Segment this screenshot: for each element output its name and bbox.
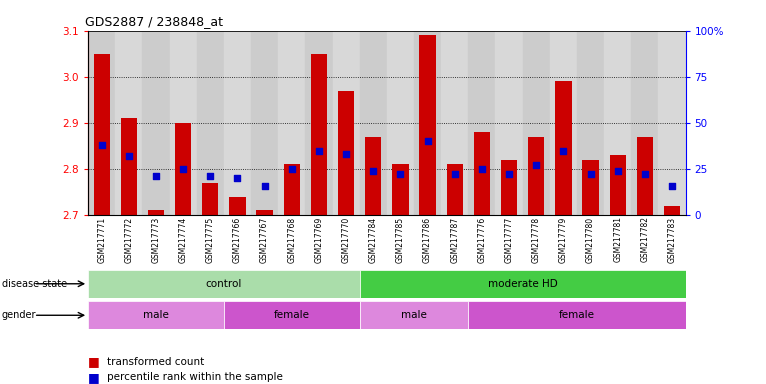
Bar bbox=[664, 206, 680, 215]
Bar bbox=[659, 31, 686, 215]
Point bbox=[123, 153, 135, 159]
Point bbox=[150, 173, 162, 179]
Bar bbox=[414, 31, 441, 215]
Bar bbox=[306, 31, 332, 215]
Point bbox=[449, 171, 461, 177]
Point bbox=[96, 142, 108, 148]
Bar bbox=[420, 35, 436, 215]
Bar bbox=[555, 81, 571, 215]
Bar bbox=[115, 31, 142, 215]
Text: percentile rank within the sample: percentile rank within the sample bbox=[107, 372, 283, 382]
Bar bbox=[175, 123, 192, 215]
Bar bbox=[610, 155, 626, 215]
Bar bbox=[473, 132, 490, 215]
Bar bbox=[283, 164, 300, 215]
Bar bbox=[637, 137, 653, 215]
Point bbox=[421, 138, 434, 144]
Bar bbox=[577, 31, 604, 215]
Text: ■: ■ bbox=[88, 355, 104, 368]
Bar bbox=[332, 31, 360, 215]
Point bbox=[530, 162, 542, 168]
Bar bbox=[392, 164, 408, 215]
Bar bbox=[360, 270, 686, 298]
Point bbox=[666, 182, 678, 189]
Point bbox=[258, 182, 270, 189]
Point bbox=[367, 168, 379, 174]
Bar bbox=[224, 301, 360, 329]
Point bbox=[503, 171, 516, 177]
Text: transformed count: transformed count bbox=[107, 357, 205, 367]
Bar bbox=[582, 160, 599, 215]
Point bbox=[611, 168, 624, 174]
Bar bbox=[522, 31, 550, 215]
Point bbox=[205, 173, 217, 179]
Bar bbox=[202, 183, 218, 215]
Bar bbox=[468, 301, 686, 329]
Point bbox=[639, 171, 651, 177]
Bar bbox=[229, 197, 246, 215]
Bar bbox=[468, 31, 496, 215]
Bar bbox=[311, 54, 327, 215]
Bar bbox=[365, 137, 381, 215]
Point bbox=[313, 147, 325, 154]
Bar bbox=[224, 31, 251, 215]
Text: moderate HD: moderate HD bbox=[488, 279, 558, 289]
Bar bbox=[142, 31, 169, 215]
Bar bbox=[93, 54, 110, 215]
Bar bbox=[88, 31, 115, 215]
Bar bbox=[550, 31, 577, 215]
Bar bbox=[631, 31, 659, 215]
Point bbox=[340, 151, 352, 157]
Point bbox=[286, 166, 298, 172]
Bar bbox=[528, 137, 545, 215]
Bar bbox=[447, 164, 463, 215]
Bar bbox=[121, 118, 137, 215]
Bar bbox=[278, 31, 306, 215]
Bar bbox=[169, 31, 197, 215]
Text: male: male bbox=[143, 310, 169, 320]
Bar bbox=[148, 210, 164, 215]
Text: GDS2887 / 238848_at: GDS2887 / 238848_at bbox=[85, 15, 223, 28]
Point bbox=[394, 171, 407, 177]
Bar bbox=[501, 160, 517, 215]
Point bbox=[557, 147, 569, 154]
Point bbox=[476, 166, 488, 172]
Bar bbox=[441, 31, 468, 215]
Bar bbox=[197, 31, 224, 215]
Bar bbox=[88, 270, 360, 298]
Text: female: female bbox=[273, 310, 309, 320]
Bar bbox=[604, 31, 631, 215]
Bar bbox=[88, 301, 224, 329]
Bar bbox=[338, 91, 354, 215]
Bar bbox=[387, 31, 414, 215]
Text: ■: ■ bbox=[88, 371, 104, 384]
Text: control: control bbox=[206, 279, 242, 289]
Bar bbox=[257, 210, 273, 215]
Text: disease state: disease state bbox=[2, 279, 67, 289]
Point bbox=[231, 175, 244, 181]
Point bbox=[584, 171, 597, 177]
Text: male: male bbox=[401, 310, 427, 320]
Bar bbox=[251, 31, 278, 215]
Text: female: female bbox=[559, 310, 595, 320]
Bar bbox=[360, 301, 468, 329]
Bar bbox=[360, 31, 387, 215]
Point bbox=[177, 166, 189, 172]
Text: gender: gender bbox=[2, 310, 36, 320]
Bar bbox=[496, 31, 522, 215]
